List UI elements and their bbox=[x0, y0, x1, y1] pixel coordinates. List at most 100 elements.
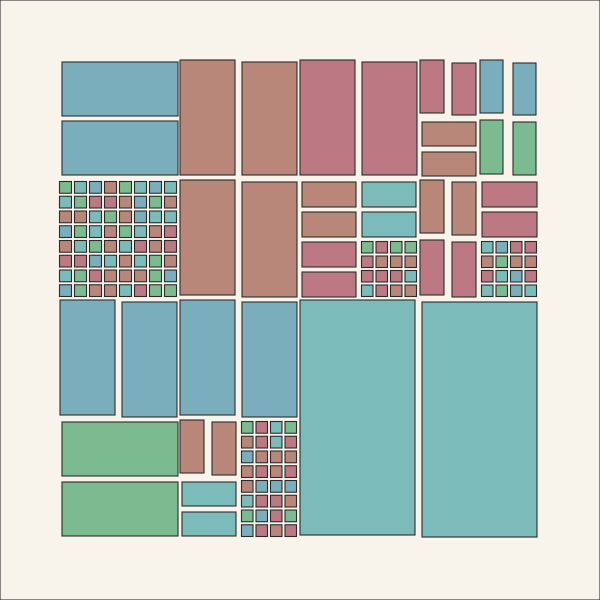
tile bbox=[148, 195, 163, 209]
tile bbox=[103, 284, 118, 298]
tile bbox=[103, 195, 118, 209]
tile bbox=[481, 211, 538, 238]
tile bbox=[421, 301, 538, 538]
tile bbox=[181, 511, 237, 537]
tile bbox=[255, 494, 269, 508]
tile bbox=[148, 210, 163, 224]
tile bbox=[480, 269, 494, 283]
tile bbox=[299, 299, 416, 536]
tile bbox=[163, 195, 178, 209]
tile bbox=[163, 239, 178, 253]
tile bbox=[284, 479, 298, 493]
tile bbox=[118, 239, 133, 253]
tile bbox=[284, 494, 298, 508]
tile bbox=[301, 271, 357, 298]
tile bbox=[509, 269, 523, 283]
tile bbox=[451, 181, 477, 236]
tile bbox=[133, 180, 148, 194]
tile bbox=[73, 180, 88, 194]
tile bbox=[269, 420, 283, 434]
tile bbox=[163, 269, 178, 283]
tile bbox=[163, 225, 178, 239]
tile bbox=[480, 284, 494, 298]
tile bbox=[163, 254, 178, 268]
tile bbox=[299, 59, 356, 176]
tile bbox=[58, 195, 73, 209]
tile bbox=[148, 225, 163, 239]
tile bbox=[404, 255, 418, 269]
tile bbox=[284, 524, 298, 538]
tile bbox=[181, 481, 237, 507]
tile bbox=[211, 421, 237, 476]
tile bbox=[361, 61, 418, 176]
tile bbox=[133, 269, 148, 283]
tile bbox=[61, 481, 179, 537]
tile bbox=[524, 284, 538, 298]
tile bbox=[255, 509, 269, 523]
tile bbox=[88, 210, 103, 224]
tile bbox=[103, 210, 118, 224]
tile bbox=[284, 420, 298, 434]
tile bbox=[255, 465, 269, 479]
tile bbox=[133, 284, 148, 298]
tile bbox=[421, 151, 477, 177]
tile bbox=[419, 239, 445, 296]
tile bbox=[404, 269, 418, 283]
tile bbox=[163, 180, 178, 194]
tile bbox=[133, 210, 148, 224]
tile bbox=[118, 195, 133, 209]
tile bbox=[480, 255, 494, 269]
tile bbox=[88, 180, 103, 194]
tile bbox=[58, 210, 73, 224]
tile bbox=[361, 211, 417, 238]
tile bbox=[148, 239, 163, 253]
tile bbox=[118, 284, 133, 298]
tile bbox=[148, 284, 163, 298]
tile bbox=[88, 284, 103, 298]
tile bbox=[375, 255, 389, 269]
tile bbox=[495, 284, 509, 298]
tile bbox=[481, 181, 538, 208]
tile bbox=[179, 179, 236, 296]
tile bbox=[255, 435, 269, 449]
tile bbox=[255, 524, 269, 538]
tile bbox=[88, 269, 103, 283]
tile bbox=[88, 239, 103, 253]
tile bbox=[118, 210, 133, 224]
tile bbox=[148, 254, 163, 268]
tile bbox=[133, 239, 148, 253]
tile bbox=[133, 195, 148, 209]
tile bbox=[58, 225, 73, 239]
tile bbox=[255, 420, 269, 434]
tile bbox=[179, 419, 205, 474]
tile bbox=[61, 120, 179, 176]
tile bbox=[118, 269, 133, 283]
tile bbox=[389, 269, 403, 283]
tile bbox=[121, 301, 178, 418]
tile bbox=[360, 269, 374, 283]
tile bbox=[148, 269, 163, 283]
tile bbox=[241, 181, 298, 298]
tile bbox=[58, 284, 73, 298]
tile bbox=[255, 479, 269, 493]
tile bbox=[179, 59, 236, 176]
tile bbox=[73, 210, 88, 224]
tile bbox=[88, 254, 103, 268]
tile bbox=[269, 494, 283, 508]
tile bbox=[269, 509, 283, 523]
tile bbox=[58, 254, 73, 268]
tile bbox=[284, 435, 298, 449]
tile bbox=[421, 121, 477, 147]
tile bbox=[241, 301, 298, 418]
tile bbox=[284, 509, 298, 523]
tile bbox=[240, 465, 254, 479]
tile bbox=[118, 254, 133, 268]
tile bbox=[284, 450, 298, 464]
tile bbox=[103, 239, 118, 253]
tile bbox=[73, 195, 88, 209]
tile bbox=[59, 299, 116, 416]
tile bbox=[73, 254, 88, 268]
tile bbox=[240, 450, 254, 464]
tile bbox=[512, 121, 537, 176]
